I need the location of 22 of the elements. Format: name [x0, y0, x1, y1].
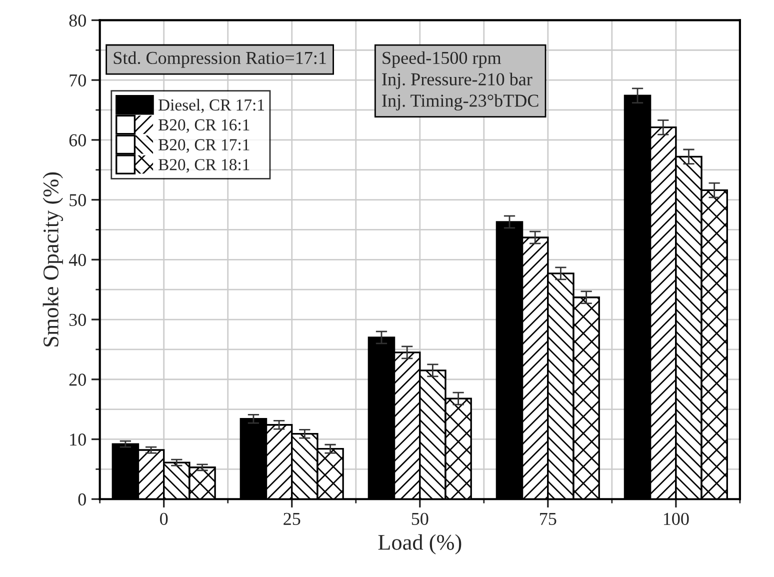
x-axis-title: Load (%): [378, 534, 462, 554]
x-tick-label: 75: [540, 513, 556, 526]
y-tick-label: 10: [70, 434, 86, 446]
annotation: Speed-1500 rpm Inj. Pressure-210 bar Inj. Timing-23°bTDC: [382, 51, 538, 111]
legend-label: B20, CR 18:1: [158, 159, 250, 173]
y-tick-label: 0: [78, 493, 86, 506]
y-tick-label: 30: [69, 314, 86, 326]
legend-label: B20, CR 16:1: [158, 119, 250, 133]
y-axis-title: Smoke Opacity (%): [42, 172, 64, 346]
y-tick-label: 40: [68, 254, 86, 266]
legend-label: B20, CR 17:1: [158, 139, 250, 153]
y-tick-label: 60: [69, 134, 86, 146]
y-tick-label: 50: [70, 194, 86, 206]
legend-label: Diesel, CR 17:1: [158, 98, 264, 114]
x-tick-label: 50: [412, 512, 428, 526]
x-tick-label: 100: [664, 512, 689, 526]
y-tick-label: 80: [69, 14, 86, 27]
x-tick-label: 25: [284, 512, 300, 526]
y-tick-label: 20: [69, 374, 86, 386]
annotation: Std. Compression Ratio=17:1: [114, 51, 326, 68]
y-tick-label: 70: [70, 74, 86, 86]
x-tick-label: 0: [160, 512, 168, 526]
